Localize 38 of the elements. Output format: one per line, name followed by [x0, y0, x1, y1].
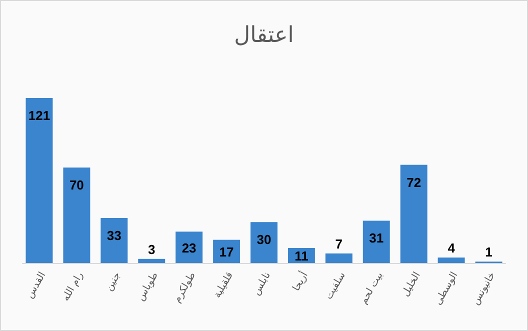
- data-label: 70: [69, 178, 84, 193]
- bar: [26, 98, 53, 263]
- data-label: 23: [182, 240, 196, 256]
- data-label: 3: [148, 242, 156, 257]
- x-tick-label: خانيونس: [470, 270, 498, 307]
- bar: [138, 258, 166, 263]
- data-label: 1: [485, 244, 492, 260]
- data-label: 30: [256, 232, 272, 248]
- x-tick-label: الوسطى: [432, 270, 460, 307]
- bar: [400, 164, 428, 263]
- x-tick-label: رام الله: [60, 270, 86, 304]
- data-label: 7: [335, 236, 343, 252]
- bar: [63, 168, 90, 263]
- x-tick-label: الخليل: [400, 270, 423, 299]
- x-tick-label: قلقيلية: [212, 270, 236, 300]
- bar: [250, 222, 278, 263]
- x-tick-label: نابلس: [251, 270, 273, 298]
- data-label: 31: [369, 230, 384, 246]
- x-tick-label: طولكرم: [172, 270, 198, 305]
- x-tick-label: القدس: [24, 270, 48, 300]
- x-tick-label: طوباس: [135, 270, 161, 303]
- bar: [100, 218, 128, 263]
- x-tick-label: سلفيت: [324, 270, 348, 302]
- data-label: 121: [28, 108, 50, 123]
- data-label: 72: [406, 174, 422, 190]
- data-label: 17: [219, 244, 234, 260]
- bar: [438, 258, 465, 263]
- bar: [325, 253, 352, 263]
- data-label: 33: [106, 228, 122, 243]
- x-tick-label: أريحا: [289, 269, 311, 294]
- x-tick-label: جنين: [104, 270, 124, 294]
- bar: [362, 220, 390, 263]
- bar: [176, 232, 203, 263]
- data-label: 4: [448, 240, 456, 256]
- chart-title: اعتقال: [234, 23, 294, 48]
- data-label: 11: [294, 248, 308, 264]
- bar: [213, 240, 240, 263]
- x-tick-label: بيت لحم: [358, 270, 386, 306]
